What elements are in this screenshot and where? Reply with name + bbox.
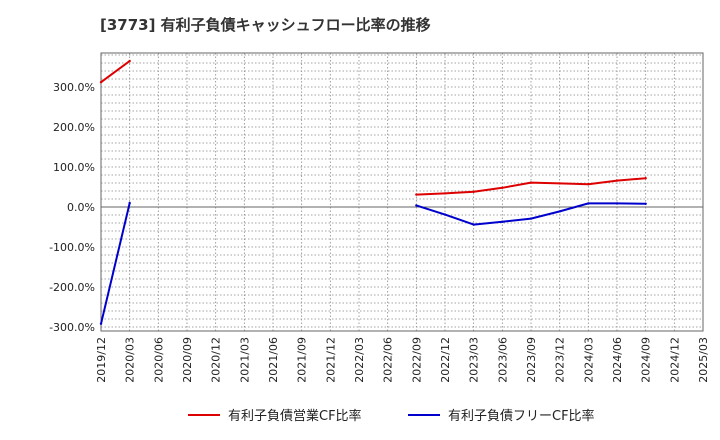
- legend-label: 有利子負債フリーCF比率: [448, 408, 595, 424]
- data-point: [443, 192, 447, 195]
- series-line: [100, 202, 131, 325]
- x-tick-label: 2024/12: [668, 337, 681, 383]
- data-point: [587, 183, 590, 186]
- data-point: [99, 322, 103, 325]
- data-point: [415, 193, 418, 196]
- x-tick-label: 2023/03: [468, 337, 481, 383]
- x-tick-label: 2022/09: [410, 337, 423, 383]
- grid-layer: [100, 53, 704, 331]
- data-point: [128, 201, 131, 205]
- x-tick-label: 2019/12: [95, 337, 108, 383]
- x-tick-label: 2022/06: [382, 337, 395, 383]
- y-tick-label: -300.0%: [49, 321, 95, 334]
- plot-area: [101, 53, 703, 331]
- data-point: [99, 81, 103, 84]
- series-line: [100, 60, 131, 84]
- data-point: [615, 202, 619, 205]
- y-tick-label: 100.0%: [53, 161, 95, 174]
- y-tick-label: 300.0%: [53, 81, 95, 94]
- data-point: [501, 186, 504, 189]
- x-tick-label: 2024/06: [611, 337, 624, 383]
- legend-label: 有利子負債営業CF比率: [228, 408, 362, 424]
- data-point: [529, 217, 533, 220]
- data-point: [615, 179, 619, 182]
- chart-title: [3773] 有利子負債キャッシュフロー比率の推移: [100, 16, 431, 34]
- data-point: [644, 177, 647, 180]
- x-tick-label: 2020/12: [210, 337, 223, 383]
- x-tick-label: 2020/09: [181, 337, 194, 383]
- x-tick-label: 2021/12: [324, 337, 337, 383]
- y-tick-label: -100.0%: [49, 241, 95, 254]
- x-tick-label: 2021/03: [238, 337, 251, 383]
- plot-frame: [100, 52, 704, 332]
- x-tick-label: 2022/12: [439, 337, 452, 383]
- x-tick-label: 2020/06: [152, 337, 165, 383]
- x-tick-label: 2024/09: [640, 337, 653, 383]
- x-tick-label: 2022/03: [353, 337, 366, 383]
- data-point: [128, 59, 131, 63]
- x-tick-label: 2023/09: [525, 337, 538, 383]
- data-point: [529, 181, 533, 184]
- data-point: [472, 190, 475, 193]
- y-tick-label: 200.0%: [53, 121, 95, 134]
- data-point: [443, 213, 447, 216]
- y-tick-label: 0.0%: [67, 201, 95, 214]
- x-tick-label: 2025/03: [697, 337, 710, 383]
- y-tick-label: -200.0%: [49, 281, 95, 294]
- x-tick-label: 2021/09: [296, 337, 309, 383]
- data-point: [415, 204, 418, 207]
- x-tick-label: 2024/03: [582, 337, 595, 383]
- legend-layer: 有利子負債営業CF比率 有利子負債フリーCF比率: [188, 408, 595, 424]
- x-tick-label: 2023/06: [496, 337, 509, 383]
- x-tick-label: 2020/03: [124, 337, 137, 383]
- data-point: [501, 220, 504, 223]
- data-point: [558, 182, 561, 185]
- data-point: [644, 202, 647, 205]
- data-point: [558, 210, 561, 213]
- x-tick-label: 2023/12: [554, 337, 567, 383]
- data-point: [587, 202, 590, 205]
- x-tick-label: 2021/06: [267, 337, 280, 383]
- data-point: [472, 223, 475, 226]
- series-layer: [99, 59, 647, 325]
- axis-layer: 300.0% 200.0% 100.0% 0.0% -100.0% -200.0% -300…: [49, 52, 710, 383]
